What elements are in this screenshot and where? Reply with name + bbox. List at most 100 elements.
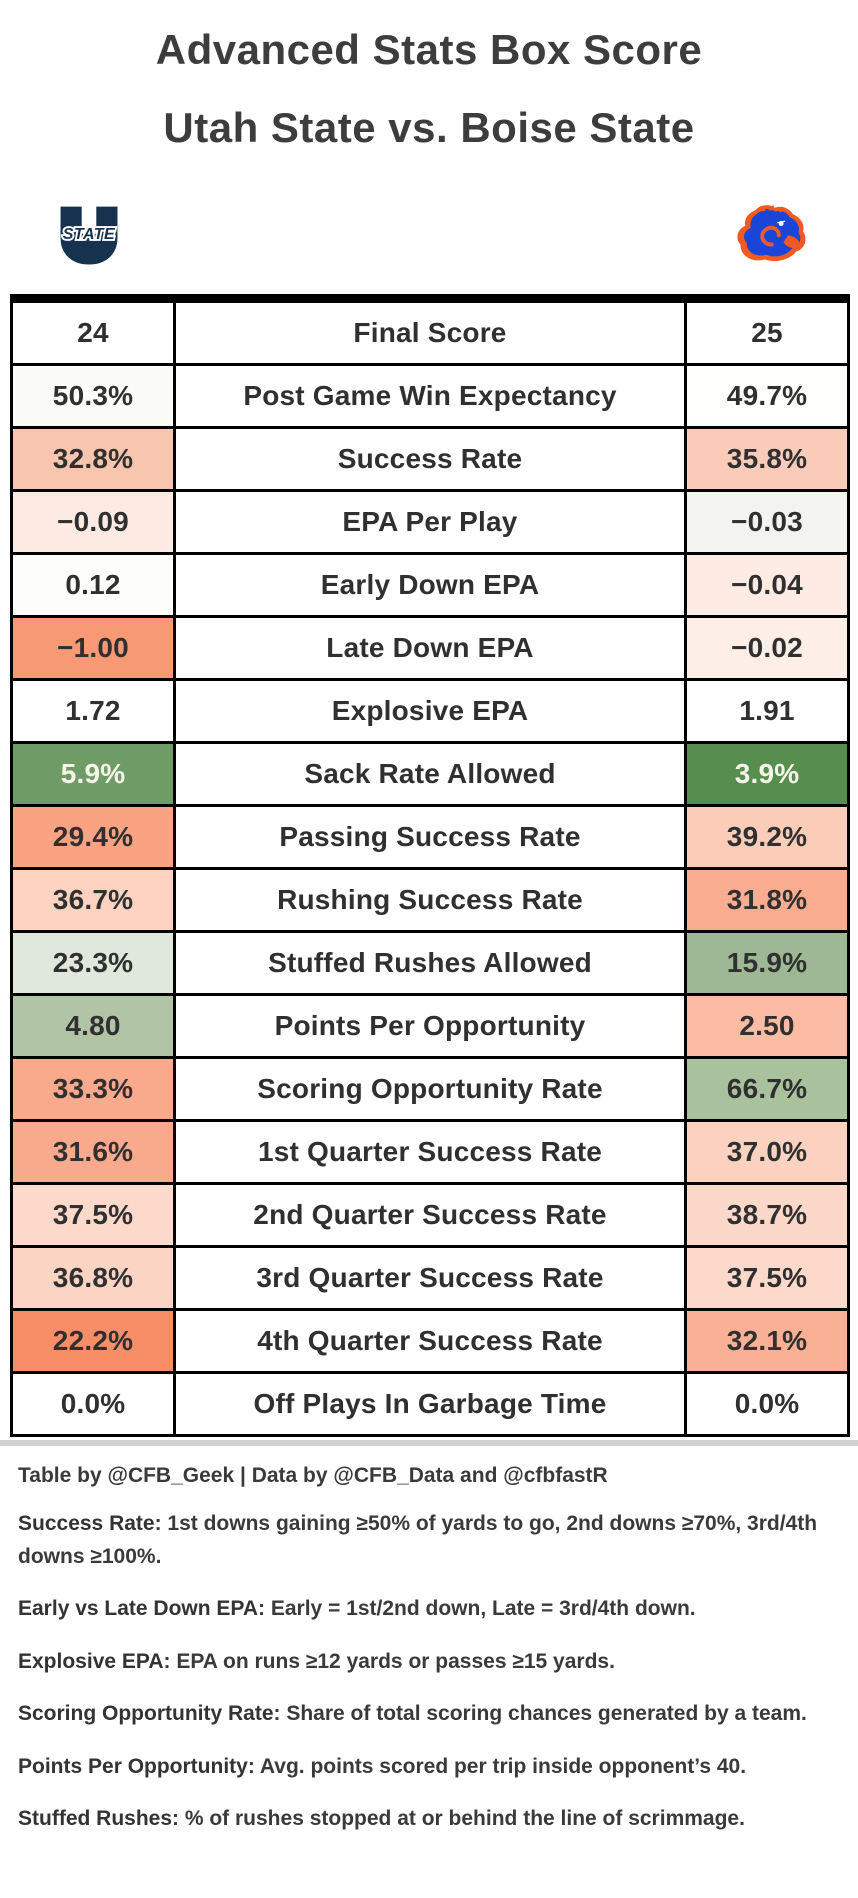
metric-name: Explosive EPA <box>173 678 687 744</box>
metric-name: Off Plays In Garbage Time <box>173 1371 687 1437</box>
away-value-cell: −0.02 <box>684 615 850 681</box>
utah-state-logo: STATE <box>10 204 168 268</box>
table-row: −1.00 Late Down EPA −0.02 <box>10 615 850 681</box>
glossary-term: Early vs Late Down EPA <box>18 1597 259 1621</box>
metric-name: Post Game Win Expectancy <box>173 363 687 429</box>
metric-name: Passing Success Rate <box>173 804 687 870</box>
glossary-note: Stuffed Rushes: % of rushes stopped at o… <box>18 1803 834 1836</box>
away-value-cell: 66.7% <box>684 1056 850 1122</box>
glossary-definition: : % of rushes stopped at or behind the l… <box>172 1807 745 1831</box>
home-value-cell: 36.7% <box>10 867 176 933</box>
away-value-cell: 37.0% <box>684 1119 850 1185</box>
table-row: 0.12 Early Down EPA −0.04 <box>10 552 850 618</box>
glossary-note: Explosive EPA: EPA on runs ≥12 yards or … <box>18 1646 834 1679</box>
table-row: 24 Final Score 25 <box>10 297 850 366</box>
away-value-cell: 0.0% <box>684 1371 850 1437</box>
metric-name: Success Rate <box>173 426 687 492</box>
away-value-cell: 15.9% <box>684 930 850 996</box>
table-row: 32.8% Success Rate 35.8% <box>10 426 850 492</box>
table-row: 50.3% Post Game Win Expectancy 49.7% <box>10 363 850 429</box>
away-value-cell: 32.1% <box>684 1308 850 1374</box>
home-value-cell: 32.8% <box>10 426 176 492</box>
boise-state-bronco-icon <box>737 204 806 262</box>
metric-name: Final Score <box>173 297 687 366</box>
table-row: 37.5% 2nd Quarter Success Rate 38.7% <box>10 1182 850 1248</box>
glossary-definition: : EPA on runs ≥12 yards or passes ≥15 ya… <box>163 1649 615 1673</box>
metric-name: Rushing Success Rate <box>173 867 687 933</box>
away-value-cell: 3.9% <box>684 741 850 807</box>
glossary-definition: : Early = 1st/2nd down, Late = 3rd/4th d… <box>258 1597 696 1621</box>
home-value-cell: 50.3% <box>10 363 176 429</box>
table-row: 31.6% 1st Quarter Success Rate 37.0% <box>10 1119 850 1185</box>
metric-name: Stuffed Rushes Allowed <box>173 930 687 996</box>
table-row: 36.7% Rushing Success Rate 31.8% <box>10 867 850 933</box>
metric-name: 4th Quarter Success Rate <box>173 1308 687 1374</box>
stats-table: 24 Final Score 25 50.3% Post Game Win Expect… <box>10 294 850 1437</box>
home-value-cell: 0.0% <box>10 1371 176 1437</box>
home-value-cell: −0.09 <box>10 489 176 555</box>
away-value-cell: −0.03 <box>684 489 850 555</box>
credit-line: Table by @CFB_Geek | Data by @CFB_Data a… <box>18 1464 608 1487</box>
glossary-note: Scoring Opportunity Rate: Share of total… <box>18 1698 834 1731</box>
boise-state-logo <box>692 204 850 268</box>
metric-name: 2nd Quarter Success Rate <box>173 1182 687 1248</box>
away-value-cell: 39.2% <box>684 804 850 870</box>
away-value-cell: 2.50 <box>684 993 850 1059</box>
table-row: 1.72 Explosive EPA 1.91 <box>10 678 850 744</box>
away-value-cell: 35.8% <box>684 426 850 492</box>
stats-table-body: 24 Final Score 25 50.3% Post Game Win Expect… <box>10 297 850 1437</box>
home-value-cell: 0.12 <box>10 552 176 618</box>
glossary-term: Stuffed Rushes <box>18 1807 173 1831</box>
glossary-definition: : Share of total scoring chances generat… <box>273 1702 807 1726</box>
home-value-cell: 36.8% <box>10 1245 176 1311</box>
glossary-term: Points Per Opportunity <box>18 1754 248 1778</box>
team-logos-row: STATE <box>0 202 858 270</box>
away-value-cell: 49.7% <box>684 363 850 429</box>
metric-name: Points Per Opportunity <box>173 993 687 1059</box>
home-value-cell: −1.00 <box>10 615 176 681</box>
footer-notes: Table by @CFB_Geek | Data by @CFB_Data a… <box>0 1446 858 1856</box>
glossary-note: Early vs Late Down EPA: Early = 1st/2nd … <box>18 1593 834 1626</box>
metric-name: 3rd Quarter Success Rate <box>173 1245 687 1311</box>
home-value-cell: 22.2% <box>10 1308 176 1374</box>
page-title: Advanced Stats Box Score <box>155 26 703 73</box>
home-value-cell: 37.5% <box>10 1182 176 1248</box>
metric-name: 1st Quarter Success Rate <box>173 1119 687 1185</box>
glossary-note: Success Rate: 1st downs gaining ≥50% of … <box>18 1508 834 1573</box>
glossary-term: Scoring Opportunity Rate <box>18 1702 274 1726</box>
table-row: 33.3% Scoring Opportunity Rate 66.7% <box>10 1056 850 1122</box>
home-value-cell: 23.3% <box>10 930 176 996</box>
table-row: 5.9% Sack Rate Allowed 3.9% <box>10 741 850 807</box>
home-value-cell: 24 <box>10 297 176 366</box>
glossary-note: Points Per Opportunity: Avg. points scor… <box>18 1751 834 1784</box>
glossary-notes: Success Rate: 1st downs gaining ≥50% of … <box>18 1508 834 1836</box>
table-row: 0.0% Off Plays In Garbage Time 0.0% <box>10 1371 850 1437</box>
table-row: 23.3% Stuffed Rushes Allowed 15.9% <box>10 930 850 996</box>
svg-text:STATE: STATE <box>63 226 116 243</box>
home-value-cell: 5.9% <box>10 741 176 807</box>
away-value-cell: 37.5% <box>684 1245 850 1311</box>
table-row: 36.8% 3rd Quarter Success Rate 37.5% <box>10 1245 850 1311</box>
table-bottom-divider <box>0 1440 858 1446</box>
metric-name: Sack Rate Allowed <box>173 741 687 807</box>
matchup-subtitle: Utah State vs. Boise State <box>163 104 695 151</box>
metric-name: Early Down EPA <box>173 552 687 618</box>
metric-name: Late Down EPA <box>173 615 687 681</box>
table-row: −0.09 EPA Per Play −0.03 <box>10 489 850 555</box>
glossary-term: Success Rate <box>18 1512 155 1535</box>
away-value-cell: 31.8% <box>684 867 850 933</box>
metric-name: Scoring Opportunity Rate <box>173 1056 687 1122</box>
away-value-cell: −0.04 <box>684 552 850 618</box>
glossary-definition: : 1st downs gaining ≥50% of yards to go,… <box>18 1512 818 1568</box>
glossary-definition: : Avg. points scored per trip inside opp… <box>247 1754 747 1778</box>
home-value-cell: 4.80 <box>10 993 176 1059</box>
home-value-cell: 31.6% <box>10 1119 176 1185</box>
away-value-cell: 25 <box>684 297 850 366</box>
table-row: 4.80 Points Per Opportunity 2.50 <box>10 993 850 1059</box>
metric-name: EPA Per Play <box>173 489 687 555</box>
glossary-term: Explosive EPA <box>18 1649 164 1673</box>
away-value-cell: 38.7% <box>684 1182 850 1248</box>
title-block: Advanced Stats Box Score Utah State vs. … <box>0 26 858 152</box>
home-value-cell: 33.3% <box>10 1056 176 1122</box>
table-row: 29.4% Passing Success Rate 39.2% <box>10 804 850 870</box>
